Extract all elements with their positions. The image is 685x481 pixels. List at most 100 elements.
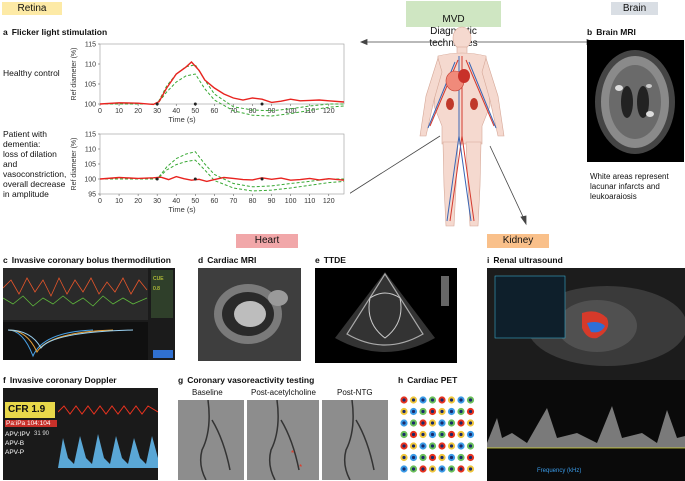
pet-slice-center bbox=[430, 455, 435, 460]
pet-slice-center bbox=[459, 421, 463, 425]
pet-slice-center bbox=[440, 455, 444, 460]
pet-slice-center bbox=[421, 409, 425, 414]
x-tick-label: 80 bbox=[249, 198, 257, 205]
x-tick-label: 80 bbox=[249, 108, 257, 115]
mvd-tag: MVD Diagnostic techniques bbox=[406, 1, 501, 49]
pet-slice-center bbox=[468, 409, 473, 414]
dementia-label: Patient with dementia: loss of dilation … bbox=[3, 129, 67, 199]
x-tick-label: 60 bbox=[210, 108, 218, 115]
pet-slice-center bbox=[421, 398, 425, 402]
panel-d-title: d Cardiac MRI bbox=[198, 255, 257, 265]
x-tick-label: 60 bbox=[210, 198, 218, 205]
pet-slice-center bbox=[411, 455, 416, 460]
x-tick-label: 50 bbox=[191, 198, 199, 205]
pet-slice-center bbox=[430, 398, 435, 402]
apv-b-readout: APV-B bbox=[5, 440, 25, 447]
x-tick-label: 100 bbox=[285, 198, 297, 205]
reference-series-line bbox=[100, 73, 345, 117]
y-tick-label: 105 bbox=[84, 162, 96, 169]
y-tick-label: 110 bbox=[85, 147, 96, 154]
pet-slice-center bbox=[468, 421, 473, 425]
y-tick-label: 95 bbox=[88, 192, 96, 199]
post-acetylcholine-label: Post-acetylcholine bbox=[251, 388, 316, 397]
x-tick-label: 40 bbox=[172, 108, 180, 115]
pet-slice-center bbox=[459, 432, 463, 437]
heart-tag: Heart bbox=[236, 234, 298, 248]
svg-text:*: * bbox=[291, 449, 294, 458]
pet-slice-center bbox=[402, 398, 406, 402]
cardiac-pet-image bbox=[398, 392, 476, 480]
pet-slice-center bbox=[402, 409, 406, 414]
pet-slice-center bbox=[468, 467, 473, 471]
x-tick-label: 50 bbox=[191, 108, 199, 115]
pet-slice-center bbox=[402, 432, 406, 437]
pet-slice-center bbox=[402, 467, 406, 471]
x-tick-label: 30 bbox=[153, 108, 161, 115]
x-tick-label: 30 bbox=[153, 198, 161, 205]
y-tick-label: 105 bbox=[84, 82, 96, 89]
x-axis-label: Time (s) bbox=[168, 115, 196, 124]
pet-slice-center bbox=[440, 409, 444, 414]
pet-slice-center bbox=[430, 421, 435, 425]
pet-slice-center bbox=[421, 444, 425, 448]
pet-slice-center bbox=[402, 444, 406, 448]
panel-a-title: a Flicker light stimulation bbox=[3, 27, 108, 37]
svg-text:0.8: 0.8 bbox=[153, 286, 160, 292]
pet-slice-center bbox=[440, 444, 444, 448]
x-tick-label: 0 bbox=[98, 108, 102, 115]
brain-tag: Brain bbox=[611, 2, 658, 15]
pet-slice-center bbox=[468, 398, 473, 402]
baseline-label: Baseline bbox=[192, 388, 223, 397]
apv-values: 31 90 bbox=[34, 431, 50, 437]
pet-slice-center bbox=[430, 409, 435, 414]
panel-c-title: c Invasive coronary bolus thermodilution bbox=[3, 255, 171, 265]
panel-g-title: g Coronary vasoreactivity testing bbox=[178, 375, 315, 385]
y-tick-label: 115 bbox=[85, 42, 96, 49]
pet-slice-center bbox=[430, 432, 435, 437]
pet-slice-center bbox=[449, 432, 454, 437]
svg-text:*: * bbox=[299, 463, 302, 472]
panel-i-title: i Renal ultrasound bbox=[487, 255, 563, 265]
x-tick-label: 20 bbox=[134, 198, 142, 205]
pet-slice-center bbox=[411, 421, 416, 425]
event-marker bbox=[260, 102, 264, 106]
flicker-chart-dementia: 95 100 105 110 115 0 10 20 30 40 50 60 70 80 90 100 110 1… bbox=[71, 132, 345, 214]
pet-slice-center bbox=[421, 432, 425, 437]
cardiac-mri-image bbox=[198, 268, 301, 361]
brain-mri-image bbox=[587, 40, 684, 162]
pet-slice-center bbox=[459, 455, 463, 460]
x-tick-label: 0 bbox=[98, 198, 102, 205]
panel-e-title: e TTDE bbox=[315, 255, 346, 265]
pet-slice-center bbox=[421, 421, 425, 425]
x-axis-label: Time (s) bbox=[168, 205, 196, 214]
pet-slice-center bbox=[411, 398, 416, 402]
event-marker bbox=[260, 177, 264, 181]
apv-ipv-readout: APV:IPV bbox=[5, 431, 31, 438]
pet-slice-center bbox=[402, 421, 406, 425]
event-marker bbox=[193, 102, 197, 106]
panel-b-title: b Brain MRI bbox=[587, 27, 636, 37]
pet-slice-center bbox=[468, 432, 473, 437]
kidney-tag: Kidney bbox=[487, 234, 549, 248]
angiogram-baseline bbox=[178, 400, 244, 480]
pet-slice-center bbox=[449, 455, 454, 460]
y-tick-label: 115 bbox=[85, 132, 96, 139]
x-tick-label: 10 bbox=[115, 198, 123, 205]
pet-slice-center bbox=[440, 421, 444, 425]
pet-slice-center bbox=[440, 432, 444, 437]
x-tick-label: 100 bbox=[285, 108, 297, 115]
pet-slice-center bbox=[449, 467, 454, 471]
coronary-doppler-image: CFR 1.9 Pa:iPa 104:104 APV:IPV 31 90 APV… bbox=[3, 388, 158, 480]
x-tick-label: 120 bbox=[323, 108, 335, 115]
x-tick-label: 70 bbox=[230, 108, 238, 115]
pet-slice-center bbox=[449, 398, 454, 402]
pet-slice-center bbox=[402, 455, 406, 460]
y-axis-label: Ref diameter (%) bbox=[71, 48, 78, 101]
renal-ultrasound-image: Frequency (kHz) bbox=[487, 268, 685, 481]
x-tick-label: 70 bbox=[230, 198, 238, 205]
apv-p-readout: APV-P bbox=[5, 449, 25, 456]
y-tick-label: 100 bbox=[84, 102, 96, 109]
pet-slice-center bbox=[449, 421, 454, 425]
angiogram-post-ntg bbox=[322, 400, 388, 480]
x-tick-label: 90 bbox=[268, 108, 276, 115]
